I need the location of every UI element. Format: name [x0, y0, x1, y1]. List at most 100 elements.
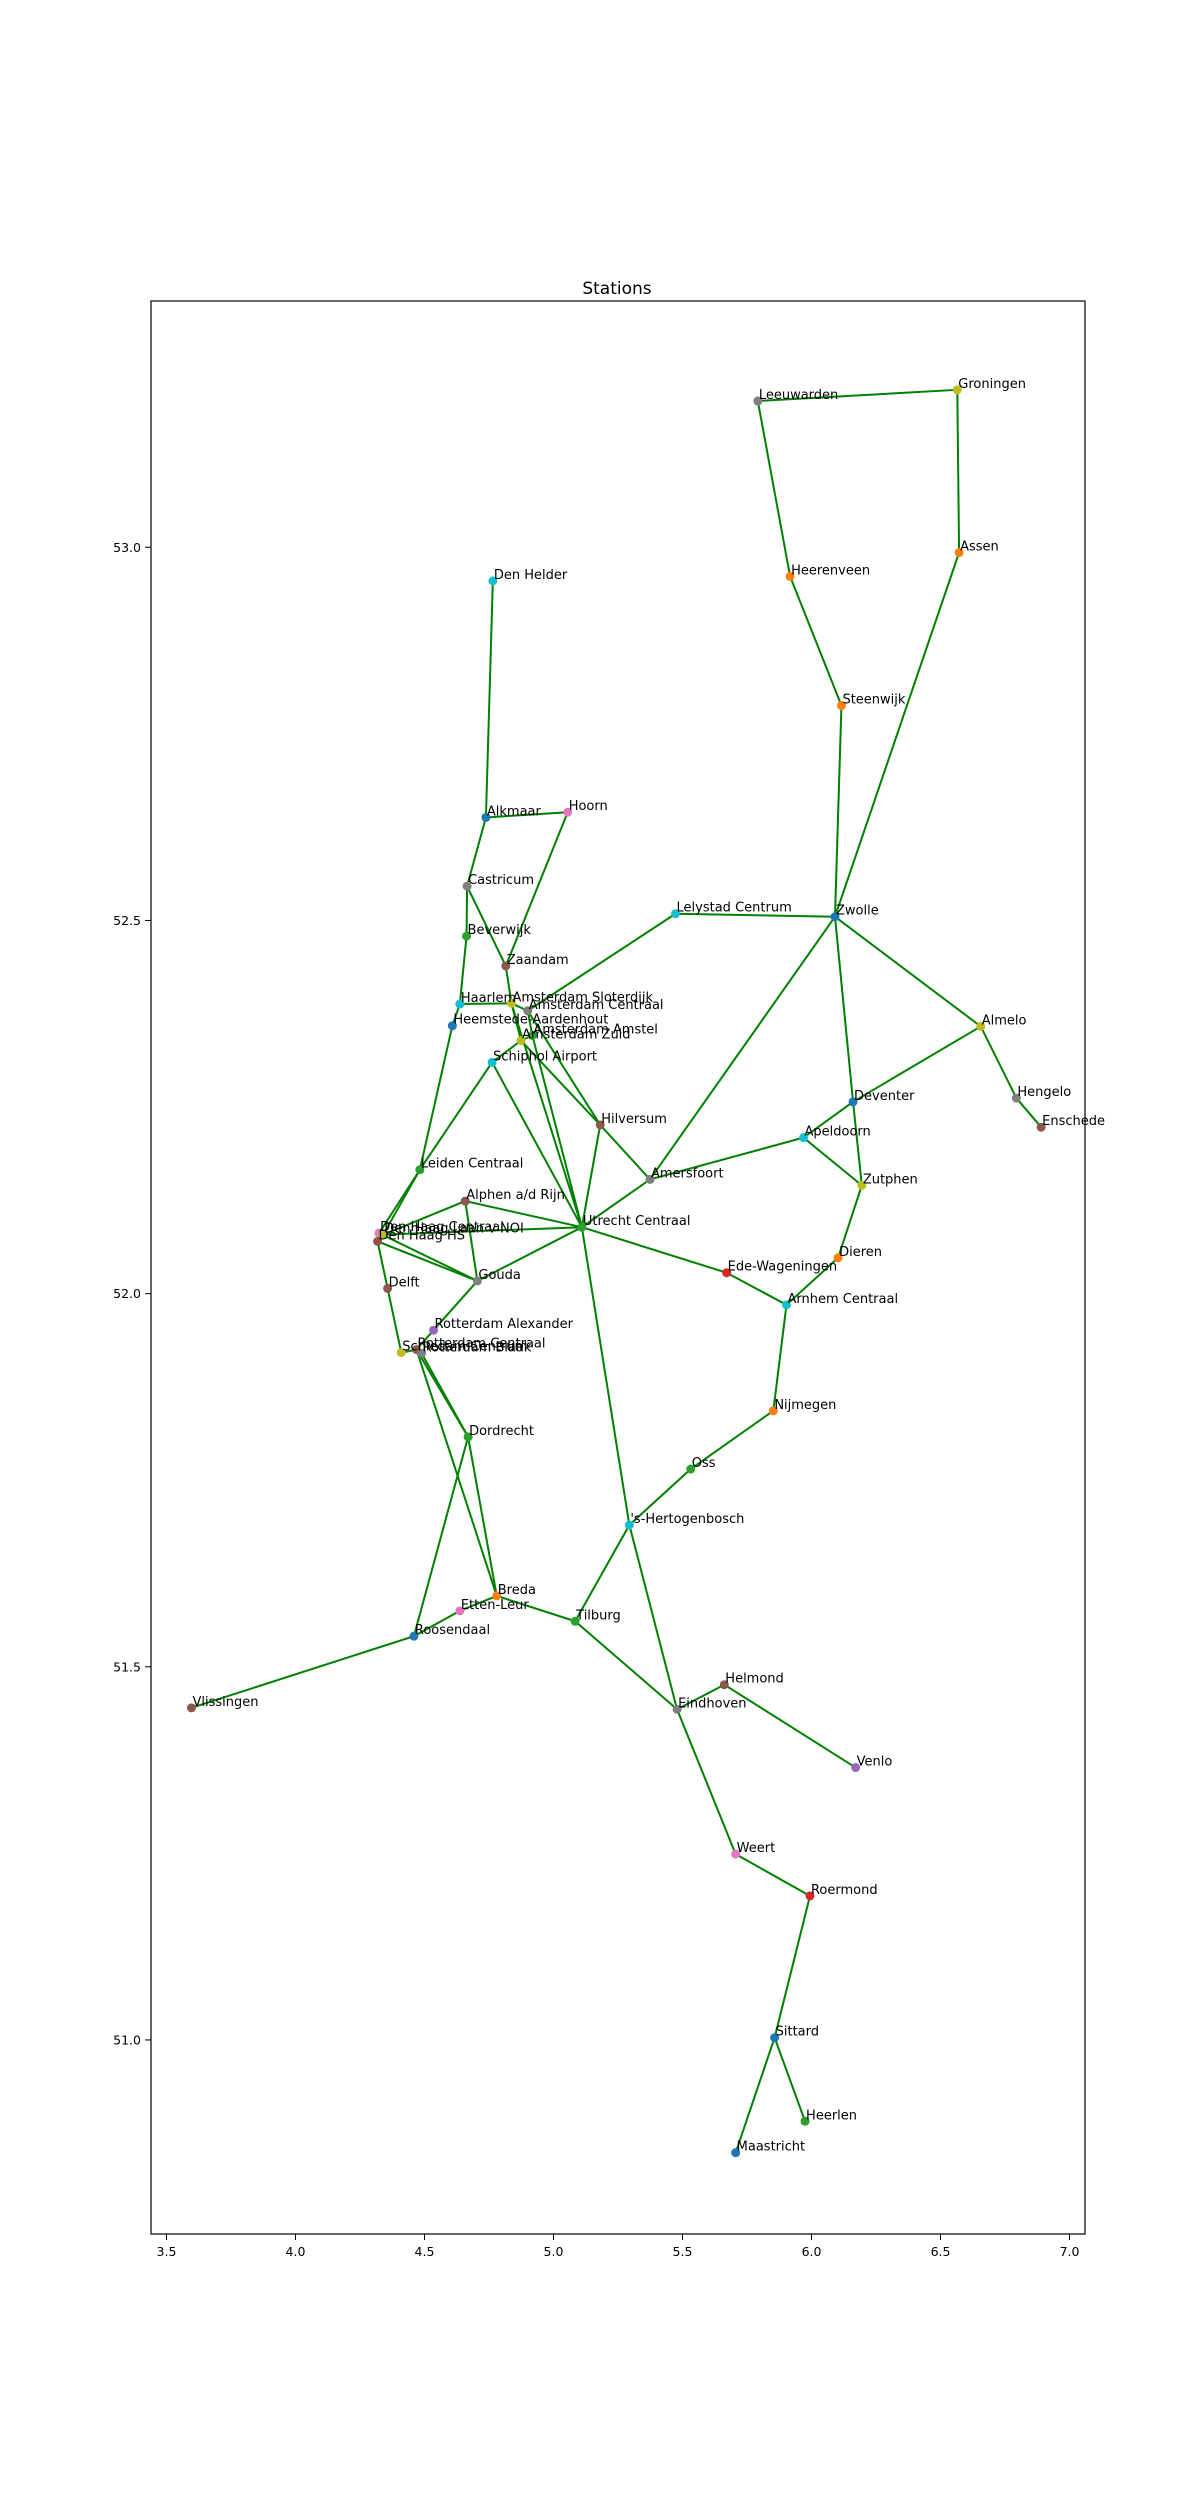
- edge-alphen-a-d-rijn-gouda: [464, 1200, 479, 1282]
- edge-den-haag-hs-gouda: [377, 1240, 478, 1282]
- y-tick-label: 53.0: [113, 540, 141, 555]
- station-point-hilversum: [595, 1120, 605, 1130]
- x-tick-label: 4.5: [415, 2244, 435, 2259]
- station-label-amsterdam-zuid: Amsterdam Zuid: [522, 1028, 631, 1043]
- edge-leeuwarden-heerenveen: [756, 400, 792, 577]
- edge-gouda-utrecht-centraal: [476, 1226, 583, 1282]
- station-point-alkmaar: [481, 812, 491, 822]
- edge-utrecht-centraal-s-hertogenbosch: [580, 1227, 631, 1526]
- edge-den-helder-alkmaar: [484, 580, 494, 818]
- station-label-etten-leur: Etten-Leur: [461, 1598, 530, 1613]
- station-point-leeuwarden: [753, 396, 763, 406]
- station-label-delft: Delft: [389, 1275, 420, 1290]
- station-label-eindhoven: Eindhoven: [678, 1696, 746, 1711]
- station-label-alkmaar: Alkmaar: [487, 804, 542, 819]
- station-label-schiphol-airport: Schiphol Airport: [493, 1049, 597, 1064]
- edge-weert-roermond: [735, 1853, 811, 1897]
- station-point-venlo: [851, 1763, 861, 1773]
- edge-ede-wageningen-arnhem-centraal: [726, 1271, 787, 1306]
- station-point-breda: [492, 1591, 502, 1601]
- edge-deventer-zutphen: [852, 1101, 863, 1186]
- station-label-dordrecht: Dordrecht: [469, 1424, 534, 1439]
- station-label-hilversum: Hilversum: [601, 1112, 667, 1127]
- station-point-heerlen: [800, 2116, 810, 2126]
- station-point-amsterdam-amstel: [527, 1030, 537, 1040]
- station-point-oss: [686, 1464, 696, 1474]
- edge-breda-tilburg: [496, 1594, 576, 1623]
- edge-lelystad-centrum-amsterdam-centraal: [527, 912, 677, 1012]
- station-point-delft: [383, 1283, 393, 1293]
- station-point-amsterdam-sloterdijk: [506, 998, 516, 1008]
- station-point-hoorn: [563, 807, 573, 817]
- edge-roermond-sittard: [773, 1895, 811, 2038]
- station-point-castricum: [462, 881, 472, 891]
- edge-oss-s-hertogenbosch: [628, 1468, 692, 1526]
- edge-dordrecht-roosendaal: [412, 1436, 470, 1637]
- station-label-nijmegen: Nijmegen: [774, 1398, 836, 1413]
- station-point-helmond: [719, 1680, 729, 1690]
- edge-haarlem-amsterdam-sloterdijk: [459, 1002, 512, 1006]
- station-point-zutphen: [857, 1180, 867, 1190]
- edge-etten-leur-roosendaal: [413, 1609, 461, 1638]
- station-label-groningen: Groningen: [958, 377, 1026, 392]
- edge-steenwijk-zwolle: [833, 705, 843, 917]
- points-layer: [187, 385, 1046, 2158]
- station-point-beverwijk: [462, 931, 472, 941]
- edge-beverwijk-haarlem: [458, 936, 468, 1005]
- station-label-rotterdam-centraal: Rotterdam Centraal: [417, 1337, 545, 1352]
- station-point-s-hertogenbosch: [624, 1520, 634, 1530]
- edge-deventer-apeldoorn: [802, 1101, 854, 1139]
- station-point-tilburg: [570, 1616, 580, 1626]
- station-point-eindhoven: [672, 1704, 682, 1714]
- station-label-assen: Assen: [960, 540, 999, 555]
- edge-rotterdam-centraal-breda: [415, 1349, 498, 1597]
- station-point-sittard: [770, 2033, 780, 2043]
- station-point-gouda: [472, 1276, 482, 1286]
- edge-tilburg-s-hertogenbosch: [574, 1524, 631, 1622]
- station-label-den-haag-centraal: Den Haag Centraal: [380, 1220, 504, 1235]
- edge-hilversum-amersfoort: [599, 1124, 651, 1181]
- station-label-venlo: Venlo: [857, 1755, 893, 1770]
- station-label-leiden-centraal: Leiden Centraal: [421, 1157, 524, 1172]
- station-label-beverwijk: Beverwijk: [468, 923, 532, 938]
- station-point-maastricht: [731, 2148, 741, 2158]
- station-label-rotterdam-blaak: Rotterdam Blaak: [423, 1340, 532, 1355]
- station-point-hengelo: [1011, 1093, 1021, 1103]
- station-label-steenwijk: Steenwijk: [842, 693, 905, 708]
- station-label-roosendaal: Roosendaal: [415, 1623, 490, 1638]
- station-point-leiden-centraal: [415, 1165, 425, 1175]
- edge-apeldoorn-amersfoort: [649, 1136, 804, 1181]
- edge-alkmaar-hoorn: [485, 811, 568, 819]
- station-label-lelystad-centrum: Lelystad Centrum: [677, 901, 792, 916]
- labels-layer: Groningen Leeuwarden Assen Heerenveen Den He…: [193, 377, 1106, 2155]
- station-point-roosendaal: [409, 1631, 419, 1641]
- edge-den-haag-centraal-gouda: [378, 1232, 478, 1282]
- station-label-helmond: Helmond: [725, 1672, 784, 1687]
- edge-zwolle-lelystad-centrum: [675, 912, 836, 918]
- station-label-tilburg: Tilburg: [575, 1608, 621, 1623]
- station-label-castricum: Castricum: [468, 873, 534, 888]
- edge-helmond-venlo: [723, 1683, 857, 1769]
- edge-hoorn-zaandam: [504, 811, 569, 967]
- station-point-dordrecht: [463, 1432, 473, 1442]
- station-point-enschede: [1036, 1122, 1046, 1132]
- edge-alphen-a-d-rijn-utrecht-centraal: [465, 1200, 583, 1229]
- station-point-heemstede-aardenhout: [447, 1021, 457, 1031]
- edge-groningen-assen: [956, 389, 961, 553]
- station-label-amsterdam-sloterdijk: Amsterdam Sloterdijk: [512, 990, 653, 1005]
- station-point-den-haag-hs: [373, 1236, 383, 1246]
- edge-alphen-a-d-rijn-den-haag-laan-v-noi: [382, 1200, 466, 1236]
- station-point-deventer: [848, 1097, 858, 1107]
- station-point-zaandam: [501, 961, 511, 971]
- station-point-vlissingen: [187, 1703, 197, 1713]
- edge-utrecht-centraal-ede-wageningen: [581, 1226, 727, 1274]
- edge-amsterdam-zuid-schiphol-airport: [491, 1039, 522, 1064]
- x-tick-label: 3.5: [157, 2244, 177, 2259]
- station-label-zwolle: Zwolle: [836, 904, 879, 919]
- edge-rotterdam-blaak-dordrecht: [420, 1352, 469, 1438]
- station-label-hengelo: Hengelo: [1017, 1085, 1071, 1100]
- edge-arnhem-centraal-nijmegen: [772, 1304, 788, 1411]
- edge-schiphol-airport-leiden-centraal: [419, 1061, 493, 1171]
- station-label-amsterdam-amstel: Amsterdam Amstel: [533, 1022, 658, 1037]
- station-label-roermond: Roermond: [811, 1883, 878, 1898]
